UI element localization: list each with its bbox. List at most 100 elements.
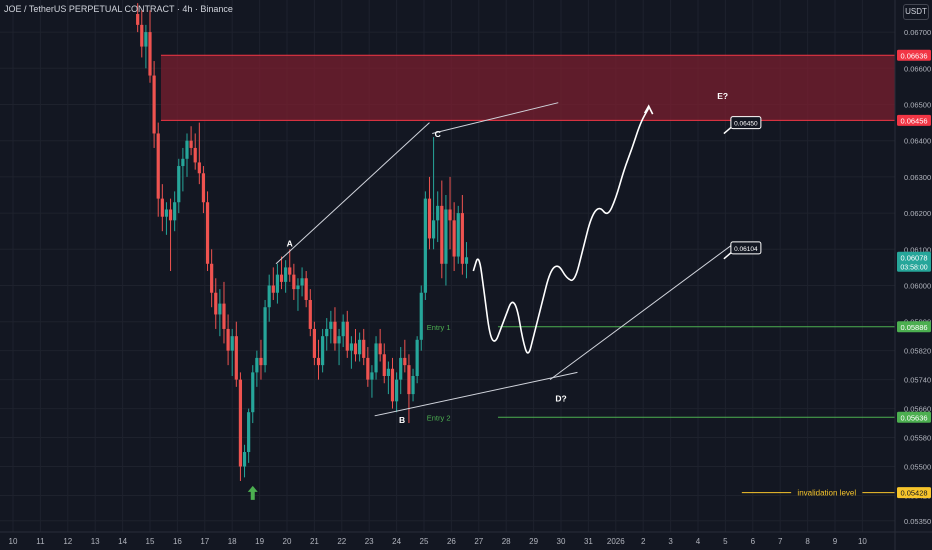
candle-body [157, 133, 160, 198]
candle-body [424, 199, 427, 293]
candle-body [259, 358, 262, 365]
entry-label: Entry 2 [427, 413, 451, 422]
x-tick-label: 31 [584, 537, 593, 546]
candle-body [177, 166, 180, 202]
candle-body [243, 452, 246, 466]
candle-body [214, 293, 217, 315]
price-label: 0.06636 [900, 51, 927, 60]
y-tick-label: 0.06600 [904, 64, 931, 73]
candle-body [268, 286, 271, 308]
x-tick-label: 25 [420, 537, 429, 546]
candle-body [136, 14, 139, 25]
x-tick-label: 10 [9, 537, 18, 546]
x-tick-label: 6 [751, 537, 756, 546]
y-tick-label: 0.06000 [904, 282, 931, 291]
y-tick-label: 0.05500 [904, 463, 931, 472]
candle-body [403, 358, 406, 365]
price-label: 0.05886 [900, 323, 927, 332]
candle-body [288, 267, 291, 274]
candle-body [296, 286, 299, 290]
candle-body [432, 220, 435, 238]
candle-body [231, 336, 234, 350]
candle-body [387, 369, 390, 376]
candle-body [140, 25, 143, 47]
candle-body [284, 267, 287, 281]
candle-body [194, 148, 197, 162]
candle-body [370, 372, 373, 379]
price-label: 0.05636 [900, 413, 927, 422]
candle-body [272, 286, 275, 293]
candle-body [321, 336, 324, 365]
candle-body [399, 358, 402, 380]
candle-body [255, 358, 258, 372]
wave-label: A [287, 238, 293, 248]
candle-body [374, 343, 377, 372]
candle-body [181, 159, 184, 166]
x-tick-label: 14 [118, 537, 127, 546]
candle-body [461, 213, 464, 264]
x-tick-label: 23 [365, 537, 374, 546]
x-tick-label: 9 [833, 537, 838, 546]
candle-body [383, 354, 386, 376]
candle-body [358, 340, 361, 354]
x-tick-label: 4 [696, 537, 701, 546]
x-tick-label: 30 [557, 537, 566, 546]
y-tick-label: 0.06200 [904, 209, 931, 218]
candle-body [251, 372, 254, 412]
countdown-label: 03:58:00 [900, 264, 927, 271]
currency-button[interactable]: USDT [903, 4, 929, 20]
candle-body [407, 365, 410, 394]
candle-body [144, 32, 147, 46]
x-tick-label: 18 [228, 537, 237, 546]
x-tick-label: 24 [392, 537, 401, 546]
candle-body [457, 213, 460, 256]
x-tick-label: 10 [858, 537, 867, 546]
x-tick-label: 5 [723, 537, 728, 546]
x-tick-label: 2 [641, 537, 646, 546]
invalidation-label: invalidation level [797, 489, 856, 498]
candle-body [313, 329, 316, 358]
candle-body [202, 173, 205, 202]
candle-body [247, 412, 250, 452]
wave-label: C [435, 129, 441, 139]
candle-body [436, 206, 439, 220]
y-tick-label: 0.06400 [904, 137, 931, 146]
x-tick-label: 28 [502, 537, 511, 546]
candle-body [465, 257, 468, 264]
x-tick-label: 29 [529, 537, 538, 546]
candle-body [329, 322, 332, 329]
candle-body [362, 340, 365, 358]
price-label: 0.06456 [900, 116, 927, 125]
candle-body [218, 304, 221, 315]
candle-body [206, 202, 209, 264]
candle-body [190, 141, 193, 148]
candle-body [165, 209, 168, 216]
candle-body [317, 358, 320, 365]
wave-label: E? [717, 91, 728, 101]
candle-body [354, 343, 357, 354]
y-tick-label: 0.05580 [904, 434, 931, 443]
candle-body [239, 380, 242, 467]
x-tick-label: 19 [255, 537, 264, 546]
x-tick-label: 20 [283, 537, 292, 546]
x-tick-label: 17 [200, 537, 209, 546]
candle-body [210, 264, 213, 293]
x-tick-label: 11 [36, 537, 45, 546]
x-tick-label: 22 [337, 537, 346, 546]
symbol-header: JOE / TetherUS PERPETUAL CONTRACT · 4h ·… [4, 4, 233, 14]
candle-body [350, 343, 353, 350]
candle-body [226, 329, 229, 351]
candle-body [342, 322, 345, 336]
candle-body [346, 322, 349, 351]
price-label: 0.05428 [900, 489, 927, 498]
candle-body [379, 343, 382, 354]
y-tick-label: 0.06700 [904, 28, 931, 37]
y-tick-label: 0.05740 [904, 376, 931, 385]
resistance-zone [161, 55, 895, 120]
resistance-zone-fill [161, 55, 895, 120]
entry-label: Entry 1 [427, 323, 451, 332]
wave-label: B [399, 415, 405, 425]
x-tick-label: 16 [173, 537, 182, 546]
candle-body [366, 358, 369, 380]
